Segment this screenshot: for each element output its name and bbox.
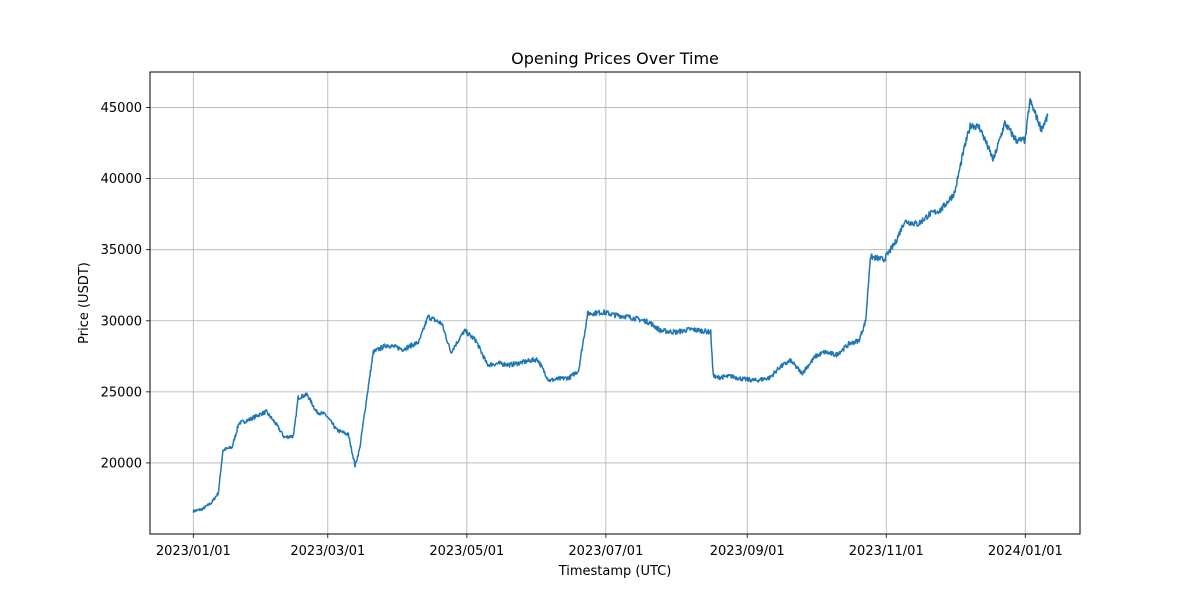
- series-group: [192, 98, 1049, 513]
- x-axis-label: Timestamp (UTC): [558, 564, 672, 579]
- x-tick-label: 2023/07/01: [568, 544, 643, 559]
- y-tick-label: 30000: [101, 314, 142, 329]
- x-tick-label: 2023/09/01: [710, 544, 785, 559]
- grid-lines: [150, 72, 1080, 534]
- x-tick-label: 2023/01/01: [156, 544, 231, 559]
- y-axis: 20000 25000 30000 35000 40000 45000: [101, 101, 150, 471]
- x-tick-label: 2023/05/01: [429, 544, 504, 559]
- y-tick-label: 25000: [101, 385, 142, 400]
- y-tick-label: 40000: [101, 172, 142, 187]
- x-tick-label: 2024/01/01: [988, 544, 1063, 559]
- x-tick-label: 2023/11/01: [849, 544, 924, 559]
- x-tick-label: 2023/03/01: [290, 544, 365, 559]
- y-tick-label: 20000: [101, 456, 142, 471]
- chart-title: Opening Prices Over Time: [511, 49, 719, 68]
- plot-frame: [149, 71, 1081, 535]
- y-tick-label: 35000: [101, 243, 142, 258]
- y-axis-label: Price (USDT): [77, 262, 92, 344]
- price-line: [192, 98, 1049, 513]
- x-axis: 2023/01/01 2023/03/01 2023/05/01 2023/07/01…: [156, 534, 1063, 559]
- y-tick-label: 45000: [101, 101, 142, 116]
